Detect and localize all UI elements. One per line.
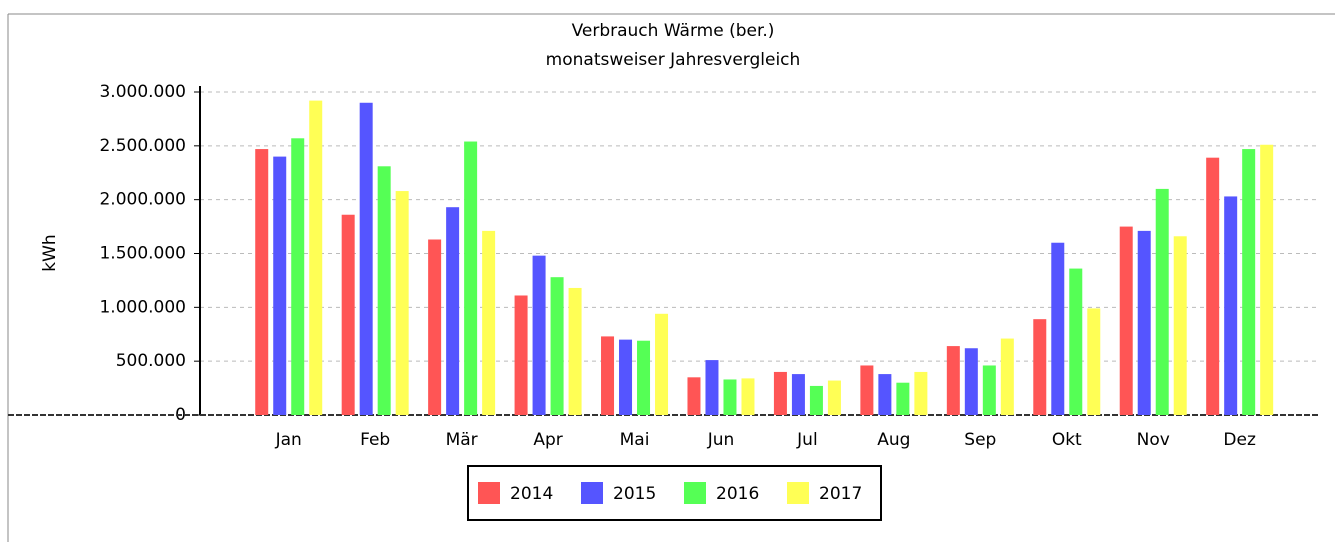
bar (1242, 149, 1256, 415)
bar (741, 378, 755, 415)
bar (946, 346, 960, 415)
bar (878, 374, 892, 415)
bar (827, 380, 841, 415)
y-tick-label: 1.500.000 (99, 244, 186, 264)
bar (377, 166, 391, 415)
y-tick-label: 1.000.000 (99, 297, 186, 317)
x-tick-label: Mär (446, 430, 478, 450)
bar (773, 371, 787, 415)
bar (309, 100, 323, 415)
bar (482, 230, 496, 415)
bar (359, 102, 373, 416)
bar (1206, 157, 1220, 415)
bar (723, 379, 737, 415)
legend-swatch (478, 482, 500, 504)
bar (550, 277, 564, 415)
bar (446, 207, 460, 415)
x-tick-label: Mai (620, 430, 650, 450)
bar (1033, 319, 1047, 415)
x-tick-label: Jun (707, 430, 735, 450)
bar (896, 382, 910, 415)
bar (341, 214, 355, 415)
bar (860, 365, 874, 415)
x-tick-label: Apr (533, 430, 562, 450)
chart-subtitle: monatsweiser Jahresvergleich (546, 50, 801, 70)
bar (1224, 196, 1238, 415)
bar (1155, 188, 1169, 415)
bar (619, 339, 633, 415)
x-tick-label: Okt (1052, 430, 1082, 450)
legend-label: 2015 (613, 484, 656, 504)
bar (1000, 338, 1014, 415)
bar (428, 239, 442, 415)
x-tick-label: Sep (964, 430, 996, 450)
bar (1173, 236, 1187, 415)
legend-swatch (787, 482, 809, 504)
legend-swatch (684, 482, 706, 504)
legend-label: 2017 (819, 484, 862, 504)
bar (914, 371, 928, 415)
bar (1137, 230, 1151, 415)
bar (395, 191, 409, 415)
y-axis-label: kWh (40, 234, 60, 271)
bar (964, 348, 978, 415)
y-tick-label: 500.000 (116, 351, 186, 371)
x-tick-label: Feb (360, 430, 390, 450)
x-tick-label: Jul (796, 430, 818, 450)
chart-title: Verbrauch Wärme (ber.) (572, 21, 775, 41)
bar (464, 141, 478, 415)
x-tick-label: Aug (877, 430, 910, 450)
bar (705, 360, 719, 415)
x-tick-label: Nov (1137, 430, 1170, 450)
bar (273, 156, 287, 415)
bar (982, 365, 996, 415)
bar (637, 340, 651, 415)
bar (687, 377, 701, 415)
bar (791, 374, 805, 415)
bar (809, 385, 823, 415)
bar (514, 295, 528, 415)
bar (655, 313, 669, 415)
x-tick-label: Dez (1223, 430, 1256, 450)
bar (601, 336, 615, 415)
legend-label: 2016 (716, 484, 759, 504)
bar (1260, 144, 1274, 416)
bar (568, 287, 582, 415)
bar (1119, 226, 1133, 415)
bar (255, 149, 269, 415)
bar (1051, 242, 1065, 415)
bar (291, 138, 305, 415)
legend-label: 2014 (510, 484, 553, 504)
y-tick-label: 2.000.000 (99, 190, 186, 210)
y-tick-label: 3.000.000 (99, 82, 186, 102)
bar (1069, 268, 1083, 415)
bar (1087, 308, 1101, 415)
y-tick-label: 2.500.000 (99, 136, 186, 156)
x-tick-label: Jan (275, 430, 302, 450)
bar (532, 255, 546, 415)
legend-box (467, 465, 882, 521)
legend-swatch (581, 482, 603, 504)
